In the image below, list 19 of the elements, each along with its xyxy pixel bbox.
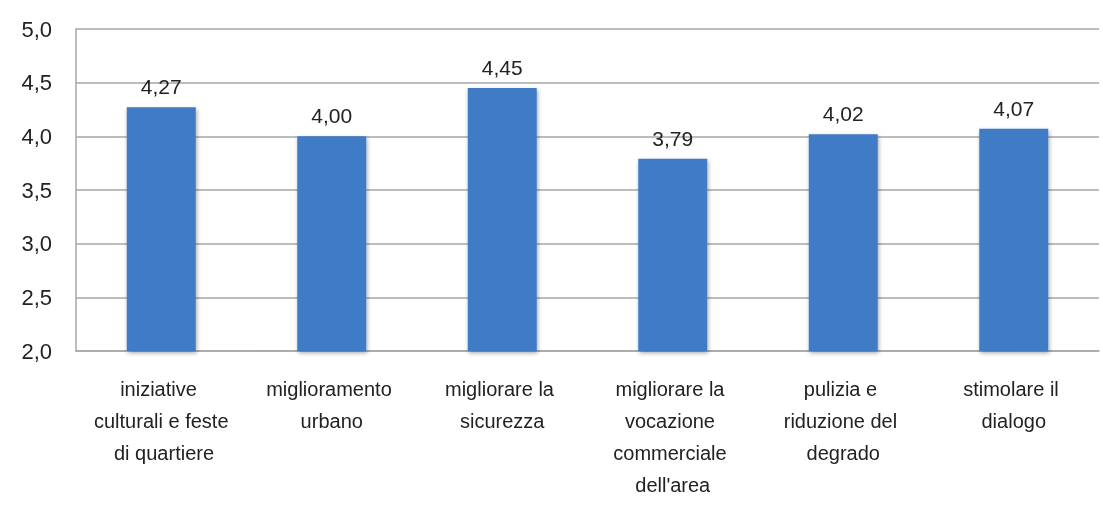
- data-label: 4,07: [993, 96, 1035, 120]
- x-tick-label: stimolare il dialogo: [963, 378, 1065, 432]
- x-tick-label: iniziative culturali e feste di quartiere: [93, 378, 229, 464]
- data-label: 3,79: [652, 126, 694, 150]
- data-label: 4,00: [311, 104, 353, 128]
- y-tick-label: 3,5: [21, 177, 52, 203]
- y-tick-label: 4,0: [21, 123, 52, 149]
- y-tick-label: 5,0: [21, 16, 52, 42]
- y-tick-label: 4,5: [21, 70, 52, 96]
- data-label: 4,45: [481, 56, 523, 80]
- y-tick-label: 2,5: [21, 284, 52, 310]
- x-tick-label: migliorare la vocazione commerciale dell'area: [613, 378, 733, 496]
- x-tick-label: migliorare la sicurezza: [445, 378, 560, 432]
- y-tick-label: 3,0: [21, 231, 52, 257]
- data-label: 4,27: [140, 75, 182, 99]
- x-tick-label: miglioramento urbano: [266, 378, 398, 432]
- data-label: 4,02: [822, 102, 864, 126]
- x-tick-label: pulizia e riduzione del degrado: [783, 378, 903, 464]
- y-tick-label: 2,0: [21, 338, 52, 364]
